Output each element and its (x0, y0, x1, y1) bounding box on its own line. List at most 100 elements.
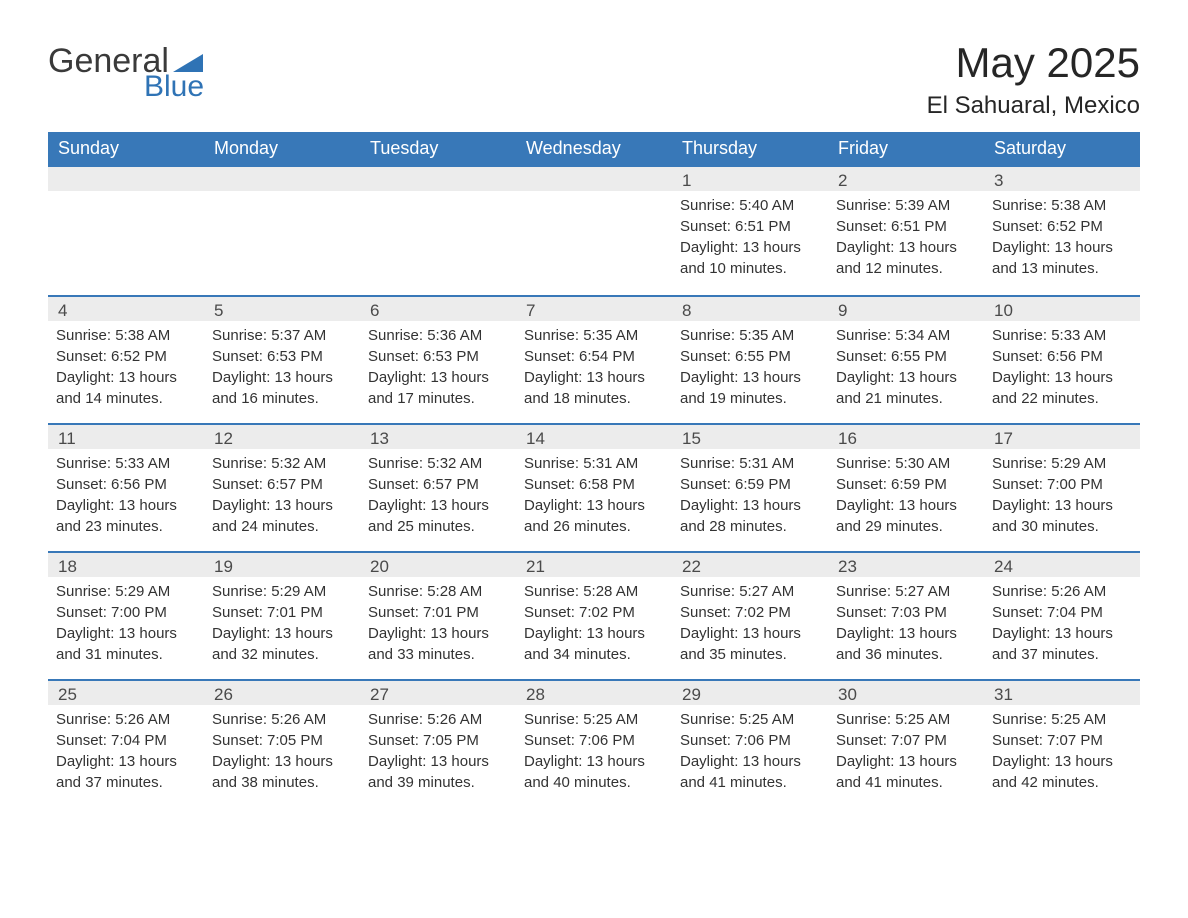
calendar-day: 18Sunrise: 5:29 AMSunset: 7:00 PMDayligh… (48, 553, 204, 679)
day-details: Sunrise: 5:40 AMSunset: 6:51 PMDaylight:… (680, 195, 820, 279)
calendar-day: 15Sunrise: 5:31 AMSunset: 6:59 PMDayligh… (672, 425, 828, 551)
sunrise-line: Sunrise: 5:33 AM (56, 453, 196, 474)
day-details: Sunrise: 5:29 AMSunset: 7:00 PMDaylight:… (56, 581, 196, 665)
daylight-line: Daylight: 13 hours and 41 minutes. (680, 751, 820, 793)
daylight-line: Daylight: 13 hours and 26 minutes. (524, 495, 664, 537)
sunset-line: Sunset: 6:53 PM (368, 346, 508, 367)
sunset-line: Sunset: 7:04 PM (56, 730, 196, 751)
day-number: 2 (828, 167, 984, 191)
day-number: 26 (204, 681, 360, 705)
day-number (48, 167, 204, 191)
day-details: Sunrise: 5:32 AMSunset: 6:57 PMDaylight:… (212, 453, 352, 537)
day-number (204, 167, 360, 191)
calendar-day: 7Sunrise: 5:35 AMSunset: 6:54 PMDaylight… (516, 297, 672, 423)
day-details: Sunrise: 5:35 AMSunset: 6:54 PMDaylight:… (524, 325, 664, 409)
day-details: Sunrise: 5:39 AMSunset: 6:51 PMDaylight:… (836, 195, 976, 279)
sunrise-line: Sunrise: 5:38 AM (56, 325, 196, 346)
sunrise-line: Sunrise: 5:26 AM (992, 581, 1132, 602)
day-number: 11 (48, 425, 204, 449)
sunrise-line: Sunrise: 5:25 AM (680, 709, 820, 730)
page-title: May 2025 (927, 40, 1140, 86)
day-details: Sunrise: 5:25 AMSunset: 7:07 PMDaylight:… (992, 709, 1132, 793)
sunset-line: Sunset: 7:07 PM (836, 730, 976, 751)
daylight-line: Daylight: 13 hours and 41 minutes. (836, 751, 976, 793)
sunrise-line: Sunrise: 5:25 AM (524, 709, 664, 730)
sunrise-line: Sunrise: 5:38 AM (992, 195, 1132, 216)
day-details: Sunrise: 5:38 AMSunset: 6:52 PMDaylight:… (56, 325, 196, 409)
sunset-line: Sunset: 7:00 PM (56, 602, 196, 623)
sunrise-line: Sunrise: 5:32 AM (368, 453, 508, 474)
dow-header: SundayMondayTuesdayWednesdayThursdayFrid… (48, 132, 1140, 167)
daylight-line: Daylight: 13 hours and 36 minutes. (836, 623, 976, 665)
day-number: 12 (204, 425, 360, 449)
day-details: Sunrise: 5:26 AMSunset: 7:05 PMDaylight:… (368, 709, 508, 793)
sunset-line: Sunset: 6:56 PM (56, 474, 196, 495)
sunrise-line: Sunrise: 5:31 AM (524, 453, 664, 474)
calendar-day: 10Sunrise: 5:33 AMSunset: 6:56 PMDayligh… (984, 297, 1140, 423)
sunset-line: Sunset: 7:06 PM (680, 730, 820, 751)
sunrise-line: Sunrise: 5:25 AM (992, 709, 1132, 730)
dow-cell: Monday (204, 132, 360, 167)
day-number: 24 (984, 553, 1140, 577)
day-details: Sunrise: 5:35 AMSunset: 6:55 PMDaylight:… (680, 325, 820, 409)
daylight-line: Daylight: 13 hours and 19 minutes. (680, 367, 820, 409)
sunset-line: Sunset: 7:02 PM (680, 602, 820, 623)
sunrise-line: Sunrise: 5:40 AM (680, 195, 820, 216)
calendar-day: 3Sunrise: 5:38 AMSunset: 6:52 PMDaylight… (984, 167, 1140, 295)
calendar-day: 17 Sunrise: 5:29 AMSunset: 7:00 PMDayligh… (984, 425, 1140, 551)
sunrise-line: Sunrise: 5:28 AM (368, 581, 508, 602)
sunrise-line: Sunrise: 5:29 AM (992, 453, 1132, 474)
calendar-day (48, 167, 204, 295)
sunrise-line: Sunrise: 5:35 AM (524, 325, 664, 346)
sunset-line: Sunset: 7:04 PM (992, 602, 1132, 623)
sunset-line: Sunset: 7:01 PM (368, 602, 508, 623)
calendar-week: 4Sunrise: 5:38 AMSunset: 6:52 PMDaylight… (48, 295, 1140, 423)
calendar-day: 25Sunrise: 5:26 AMSunset: 7:04 PMDayligh… (48, 681, 204, 807)
daylight-line: Daylight: 13 hours and 24 minutes. (212, 495, 352, 537)
sunrise-line: Sunrise: 5:32 AM (212, 453, 352, 474)
sunrise-line: Sunrise: 5:35 AM (680, 325, 820, 346)
day-number (516, 167, 672, 191)
day-number: 31 (984, 681, 1140, 705)
calendar-day: 26 Sunrise: 5:26 AMSunset: 7:05 PMDayligh… (204, 681, 360, 807)
day-details: Sunrise: 5:31 AMSunset: 6:59 PMDaylight:… (680, 453, 820, 537)
day-number: 22 (672, 553, 828, 577)
sunset-line: Sunset: 7:05 PM (368, 730, 508, 751)
sunrise-line: Sunrise: 5:30 AM (836, 453, 976, 474)
sunset-line: Sunset: 7:07 PM (992, 730, 1132, 751)
day-details: Sunrise: 5:26 AMSunset: 7:05 PMDaylight:… (212, 709, 352, 793)
calendar-day: 27Sunrise: 5:26 AMSunset: 7:05 PMDayligh… (360, 681, 516, 807)
day-number: 25 (48, 681, 204, 705)
day-number: 9 (828, 297, 984, 321)
dow-cell: Sunday (48, 132, 204, 167)
calendar-day (516, 167, 672, 295)
daylight-line: Daylight: 13 hours and 31 minutes. (56, 623, 196, 665)
sunset-line: Sunset: 6:55 PM (836, 346, 976, 367)
calendar-day: 13Sunrise: 5:32 AMSunset: 6:57 PMDayligh… (360, 425, 516, 551)
logo: General Blue (48, 44, 204, 102)
daylight-line: Daylight: 13 hours and 34 minutes. (524, 623, 664, 665)
day-number: 13 (360, 425, 516, 449)
calendar-day: 24Sunrise: 5:26 AMSunset: 7:04 PMDayligh… (984, 553, 1140, 679)
day-number: 29 (672, 681, 828, 705)
calendar-day: 12 Sunrise: 5:32 AMSunset: 6:57 PMDayligh… (204, 425, 360, 551)
day-details: Sunrise: 5:33 AMSunset: 6:56 PMDaylight:… (992, 325, 1132, 409)
sunrise-line: Sunrise: 5:36 AM (368, 325, 508, 346)
day-number: 28 (516, 681, 672, 705)
sunset-line: Sunset: 7:05 PM (212, 730, 352, 751)
sunset-line: Sunset: 6:57 PM (368, 474, 508, 495)
daylight-line: Daylight: 13 hours and 38 minutes. (212, 751, 352, 793)
daylight-line: Daylight: 13 hours and 30 minutes. (992, 495, 1132, 537)
sunset-line: Sunset: 6:57 PM (212, 474, 352, 495)
sunset-line: Sunset: 7:00 PM (992, 474, 1132, 495)
day-number: 8 (672, 297, 828, 321)
day-details: Sunrise: 5:28 AMSunset: 7:02 PMDaylight:… (524, 581, 664, 665)
calendar-day (204, 167, 360, 295)
daylight-line: Daylight: 13 hours and 21 minutes. (836, 367, 976, 409)
day-details: Sunrise: 5:25 AMSunset: 7:06 PMDaylight:… (680, 709, 820, 793)
daylight-line: Daylight: 13 hours and 23 minutes. (56, 495, 196, 537)
day-details: Sunrise: 5:27 AMSunset: 7:02 PMDaylight:… (680, 581, 820, 665)
day-number: 17 (984, 425, 1140, 449)
location-subtitle: El Sahuaral, Mexico (927, 92, 1140, 120)
sunset-line: Sunset: 7:06 PM (524, 730, 664, 751)
